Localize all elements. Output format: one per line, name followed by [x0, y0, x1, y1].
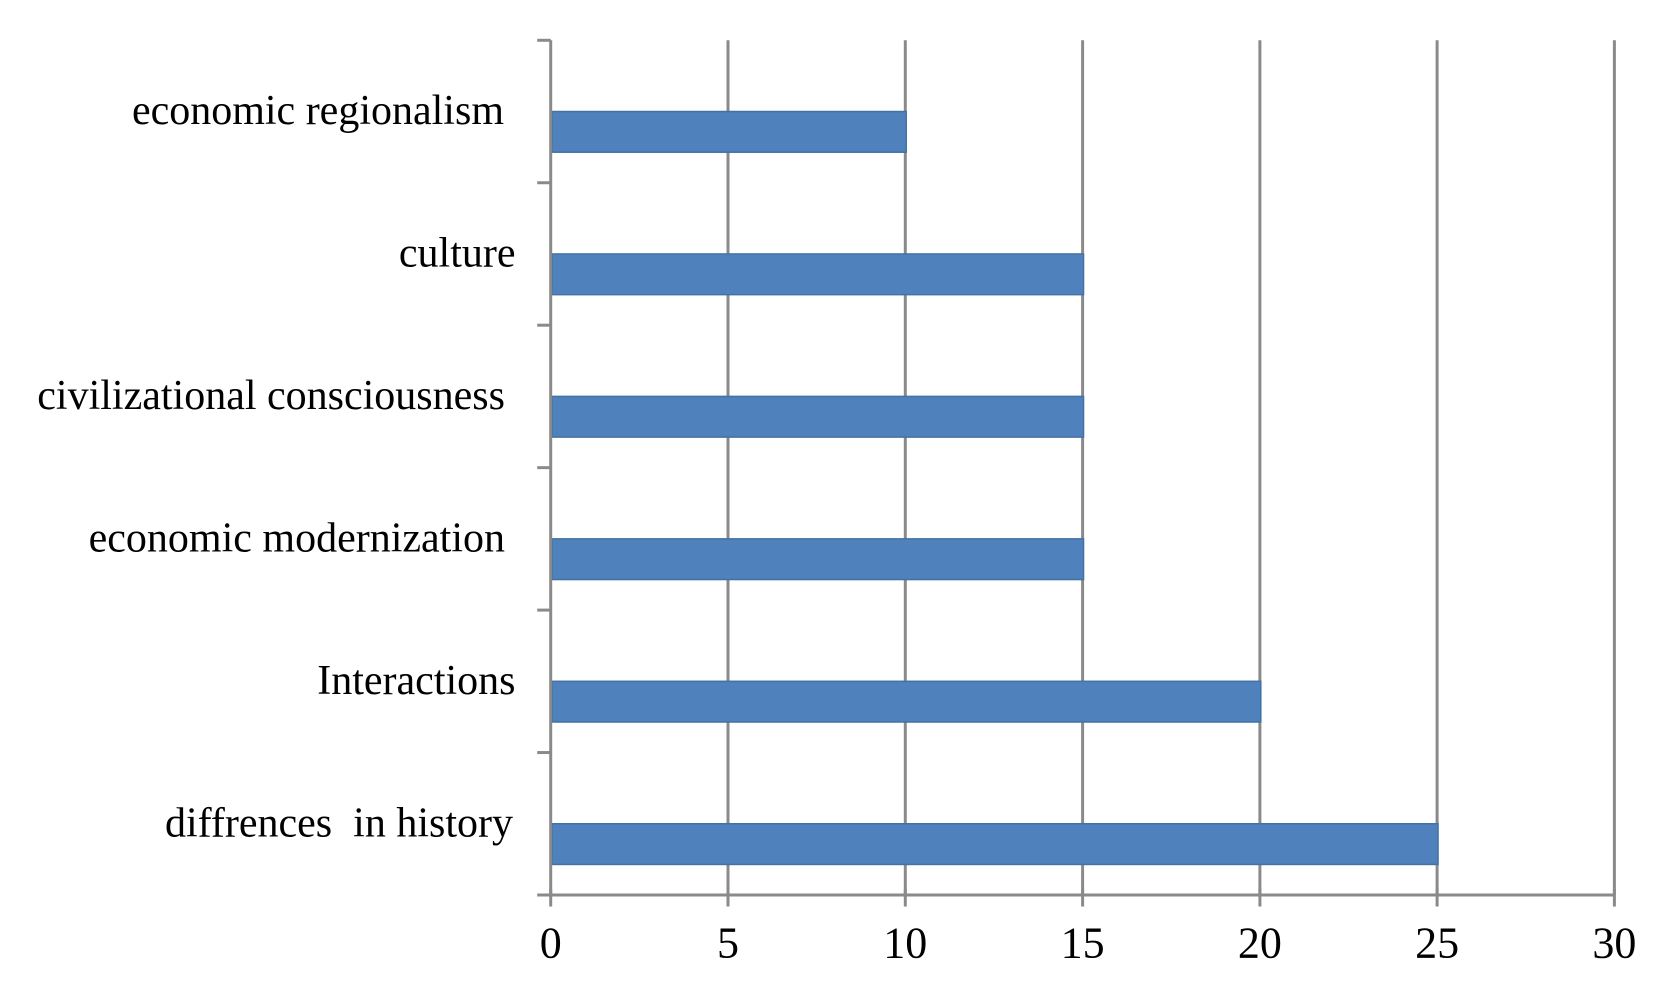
svg-text:culture: culture [399, 231, 516, 277]
svg-text:15: 15 [1061, 919, 1105, 968]
svg-text:economic modernization: economic modernization [89, 516, 505, 562]
svg-text:30: 30 [1592, 919, 1636, 968]
svg-text:10: 10 [883, 919, 927, 968]
svg-text:5: 5 [717, 919, 739, 968]
svg-text:diffrences in history: diffrences in history [165, 801, 513, 847]
svg-text:25: 25 [1415, 919, 1459, 968]
svg-text:civilizational consciousness: civilizational consciousness [37, 373, 505, 419]
svg-text:20: 20 [1238, 919, 1282, 968]
svg-text:0: 0 [540, 919, 562, 968]
svg-text:economic regionalism: economic regionalism [132, 88, 504, 134]
svg-text:Interactions: Interactions [317, 658, 515, 704]
